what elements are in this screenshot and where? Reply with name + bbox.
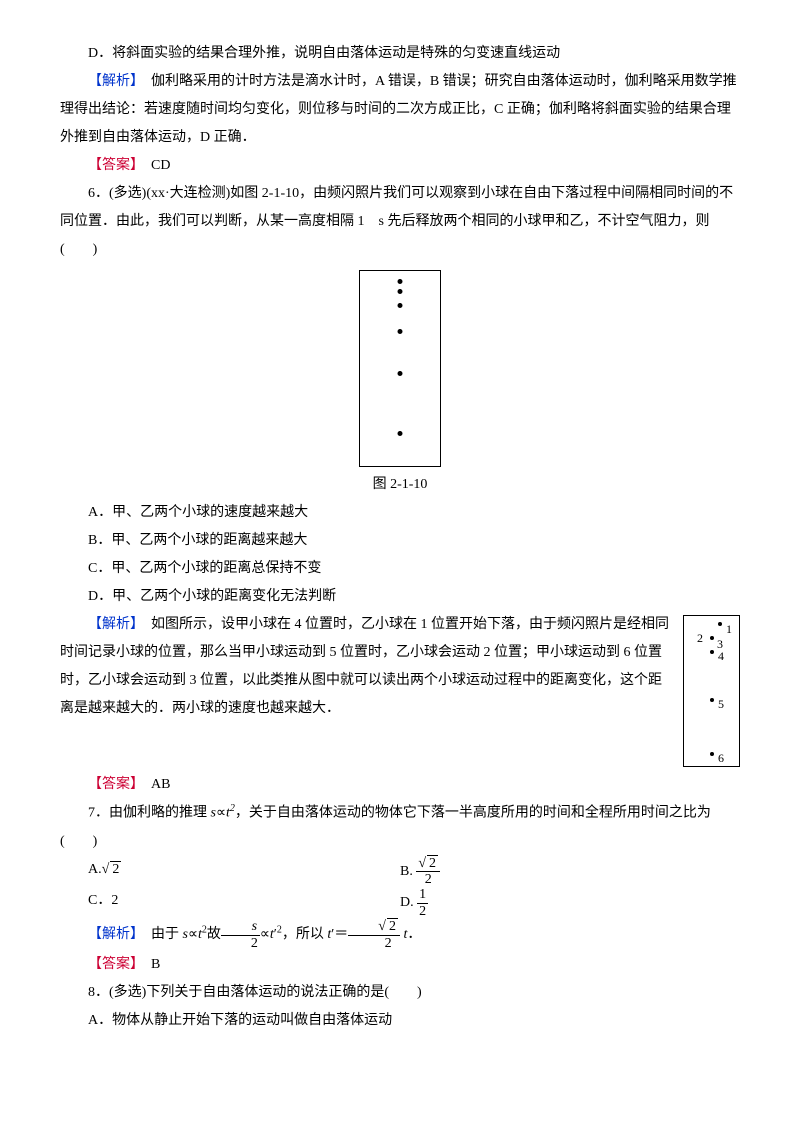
- sdot-3: [710, 650, 714, 654]
- q6-option-b: B．甲、乙两个小球的距离越来越大: [60, 527, 740, 555]
- eq-text: ′＝: [331, 927, 348, 942]
- q6-side-figure: 1 2 3 4 5 6: [683, 615, 740, 767]
- q7-options-row2: C．2 D. 1 2: [60, 887, 740, 919]
- q8-option-a: A．物体从静止开始下落的运动叫做自由落体运动: [60, 1007, 740, 1035]
- q6-analysis-text: 如图所示，设甲小球在 4 位置时，乙小球在 1 位置开始下落，由于频闪照片是经相…: [60, 617, 669, 716]
- q7-answer-value: B: [151, 957, 160, 972]
- q5-answer-value: CD: [151, 158, 170, 173]
- q6-stem: 6．(多选)(xx·大连检测)如图 2-1-10，由频闪照片我们可以观察到小球在…: [60, 180, 740, 264]
- q5-analysis-text: 伽利略采用的计时方法是滴水计时，A 错误，B 错误；研究自由落体运动时，伽利略采…: [60, 74, 737, 145]
- answer-label: 【答案】: [88, 957, 137, 972]
- q7-a-mid: ，所以: [282, 927, 328, 942]
- side-label-2: 2: [697, 626, 703, 650]
- q6-answer-value: AB: [151, 777, 170, 792]
- sqrt-2: 2: [110, 861, 121, 877]
- propto: ∝: [216, 806, 226, 821]
- dot-6: [398, 431, 403, 436]
- sdot-4: [710, 698, 714, 702]
- frac-sqrt2-over-2-b: √22: [348, 919, 400, 951]
- figure-caption: 图 2-1-10: [60, 471, 740, 499]
- frac-sqrt2-over-2: √2 2: [416, 856, 440, 888]
- q5-answer: 【答案】 CD: [60, 152, 740, 180]
- analysis-label: 【解析】: [88, 927, 137, 942]
- q6-analysis: 【解析】 如图所示，设甲小球在 4 位置时，乙小球在 1 位置开始下落，由于频闪…: [60, 611, 740, 723]
- dot-4: [398, 329, 403, 334]
- q7-stem: 7．由伽利略的推理 s∝t2，关于自由落体运动的物体它下落一半高度所用的时间和全…: [60, 799, 740, 856]
- q6-figure: 图 2-1-10: [60, 270, 740, 499]
- q7-a-pre: 由于: [151, 927, 183, 942]
- dot-2: [398, 289, 403, 294]
- sdot-2: [710, 636, 714, 640]
- opt-a-label: A.: [88, 862, 102, 877]
- answer-label: 【答案】: [88, 777, 137, 792]
- analysis-label: 【解析】: [88, 74, 137, 89]
- side-label-1: 1: [726, 617, 732, 641]
- q7-option-d: D. 1 2: [400, 887, 740, 919]
- dot-5: [398, 371, 403, 376]
- q6-answer: 【答案】 AB: [60, 771, 740, 799]
- text-gu: 故: [207, 927, 221, 942]
- side-label-5: 5: [718, 692, 724, 716]
- q7-answer: 【答案】 B: [60, 951, 740, 979]
- side-label-4: 4: [718, 644, 724, 668]
- q7-stem-pre: 7．由伽利略的推理: [88, 806, 211, 821]
- q5-analysis: 【解析】 伽利略采用的计时方法是滴水计时，A 错误，B 错误；研究自由落体运动时…: [60, 68, 740, 152]
- propto-2: ∝: [188, 927, 198, 942]
- q6-option-c: C．甲、乙两个小球的距离总保持不变: [60, 555, 740, 583]
- answer-label: 【答案】: [88, 158, 137, 173]
- sdot-1: [718, 622, 722, 626]
- dot-1: [398, 279, 403, 284]
- figure-box: [359, 270, 441, 467]
- opt-d-label: D.: [400, 896, 414, 911]
- q7-option-c: C．2: [60, 887, 400, 919]
- opt-b-label: B.: [400, 864, 413, 879]
- q7-option-a: A.√2: [60, 856, 400, 888]
- q8-stem: 8．(多选)下列关于自由落体运动的说法正确的是( ): [60, 979, 740, 1007]
- q5-option-d: D．将斜面实验的结果合理外推，说明自由落体运动是特殊的匀变速直线运动: [60, 40, 740, 68]
- frac-1-over-2: 1 2: [417, 887, 428, 919]
- dot-3: [398, 303, 403, 308]
- q6-option-a: A．甲、乙两个小球的速度越来越大: [60, 499, 740, 527]
- sdot-5: [710, 752, 714, 756]
- analysis-label: 【解析】: [88, 617, 137, 632]
- frac-s-2: s2: [221, 919, 260, 951]
- q6-option-d: D．甲、乙两个小球的距离变化无法判断: [60, 583, 740, 611]
- q7-option-b: B. √2 2: [400, 856, 740, 888]
- dot: ．: [407, 927, 421, 942]
- propto-3: ∝: [260, 927, 270, 942]
- q7-options-row1: A.√2 B. √2 2: [60, 856, 740, 888]
- side-label-6: 6: [718, 746, 724, 770]
- q7-analysis: 【解析】 由于 s∝t2故s2∝t′2，所以 t′＝√22 t．: [60, 919, 740, 951]
